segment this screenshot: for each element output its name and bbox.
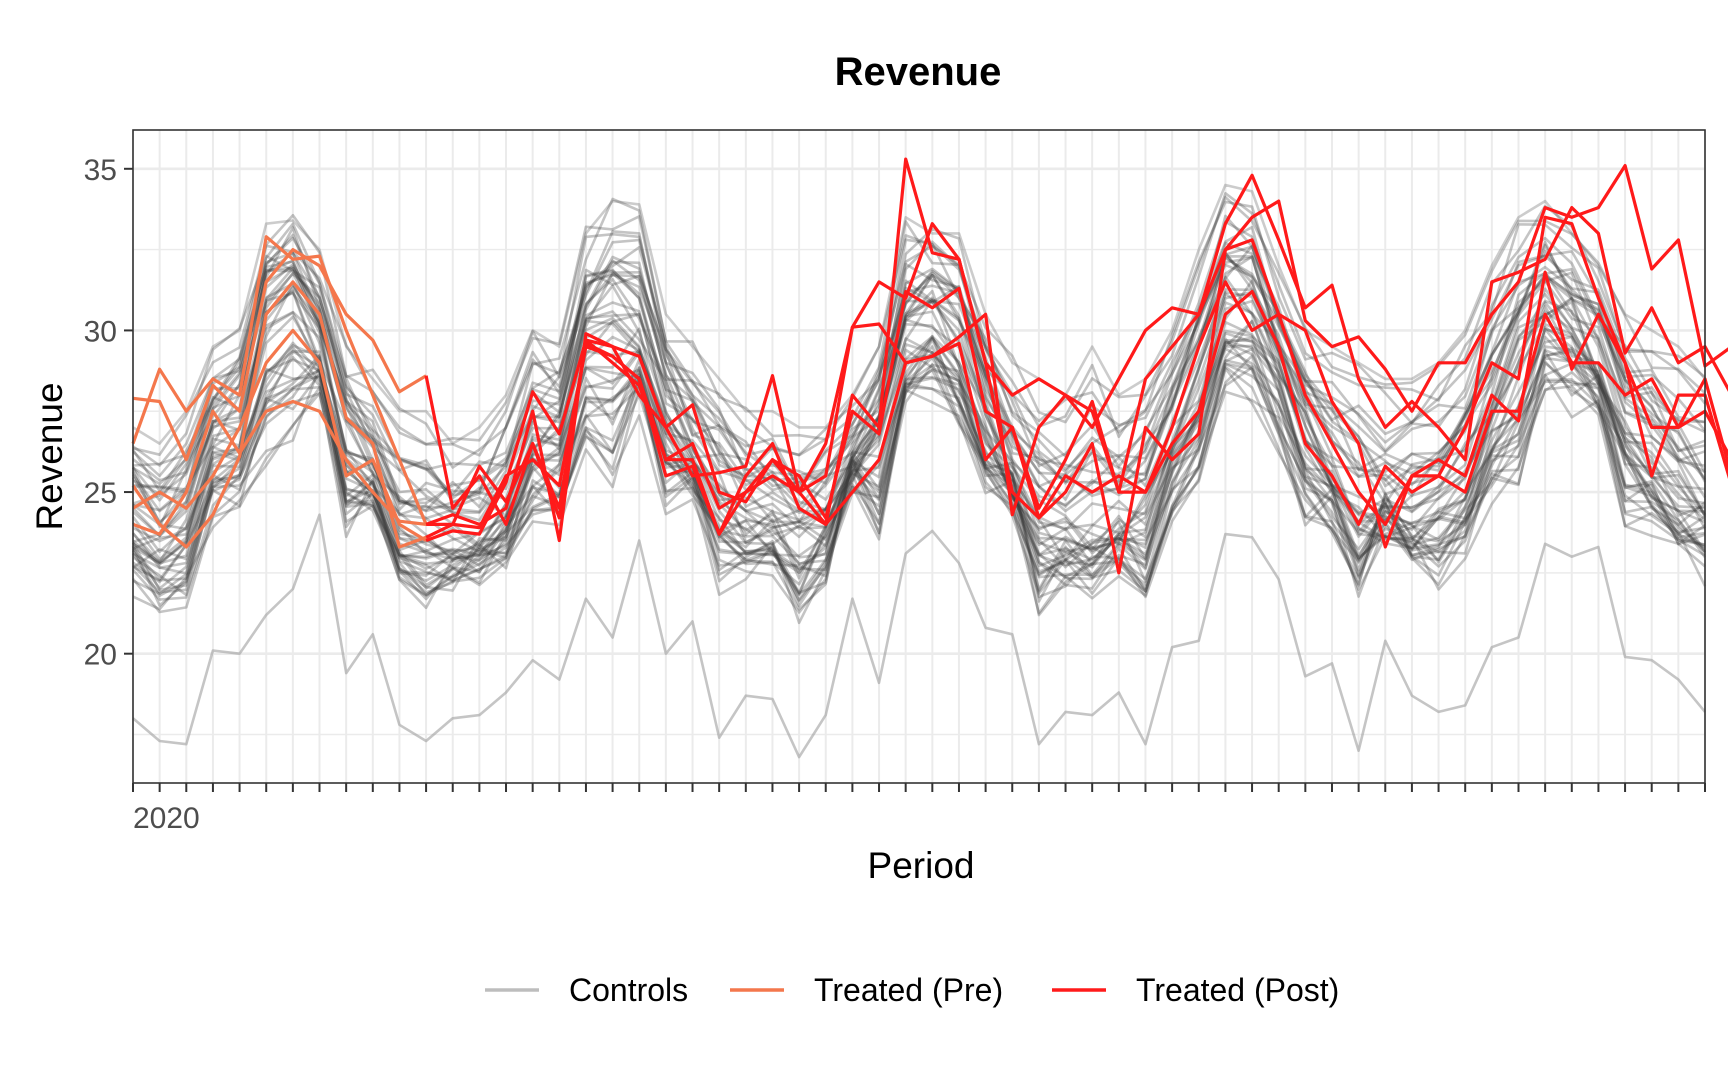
control-series-line [132, 245, 1707, 514]
control-series-line [131, 327, 1706, 587]
control-series-line [131, 243, 1706, 512]
legend: Controls Treated (Pre) Treated (Post) [485, 972, 1339, 1008]
axes: 20 25 30 35 2020 [84, 154, 1706, 835]
control-series-line [131, 252, 1707, 524]
control-series-line [131, 340, 1707, 598]
control-series-line [131, 279, 1706, 562]
control-series-line [132, 233, 1706, 496]
treated-pre-series-line [131, 280, 427, 549]
chart-title: Revenue [835, 50, 1002, 94]
legend-label: Treated (Pre) [814, 972, 1003, 1008]
x-tick-label: 2020 [133, 802, 200, 835]
control-series-line [132, 195, 1706, 469]
x-axis-title: Period [868, 845, 975, 886]
control-series-line [132, 214, 1706, 504]
control-series-line [132, 200, 1706, 478]
control-series-line [132, 244, 1706, 524]
control-series-line [132, 304, 1706, 575]
treated-pre-series-line [132, 399, 427, 536]
control-series-line [132, 320, 1706, 574]
control-series-line [131, 254, 1706, 522]
control-series-line [132, 287, 1706, 562]
treated-pre-series-line [131, 235, 428, 526]
control-series-line [131, 361, 1706, 625]
control-series-line [132, 337, 1706, 602]
control-series-line [131, 256, 1707, 525]
control-series-line [132, 354, 1706, 601]
control-series-line [132, 192, 1707, 467]
control-series-line [132, 183, 1707, 445]
control-series-line [132, 256, 1706, 501]
control-series-line [132, 334, 1706, 591]
treated-pre-series-line [132, 248, 427, 462]
treated-pre-series-line [132, 328, 427, 542]
control-series-line [131, 348, 1706, 611]
control-series-line [132, 251, 1707, 523]
series-layer [131, 157, 1728, 759]
control-series-line [132, 336, 1707, 565]
control-series-line [132, 367, 1706, 615]
control-series-line [132, 513, 1707, 759]
y-tick-label: 25 [84, 477, 117, 510]
y-axis-title: Revenue [29, 382, 70, 530]
control-series-line [132, 345, 1706, 595]
legend-label: Treated (Post) [1136, 972, 1339, 1008]
plot-panel-border [132, 129, 1706, 784]
control-series-line [131, 331, 1706, 596]
treated-post-series-line [425, 270, 1728, 543]
y-tick-label: 30 [84, 315, 117, 348]
control-series-line [132, 366, 1707, 608]
treated-post-series-line [426, 164, 1728, 527]
control-series-line [132, 337, 1706, 583]
control-series-line [131, 360, 1706, 614]
y-tick-label: 35 [84, 154, 117, 187]
y-tick-label: 20 [84, 639, 117, 672]
control-series-line [132, 319, 1706, 583]
control-series-line [131, 220, 1706, 493]
legend-label: Controls [569, 972, 688, 1008]
control-series-line [132, 365, 1707, 617]
